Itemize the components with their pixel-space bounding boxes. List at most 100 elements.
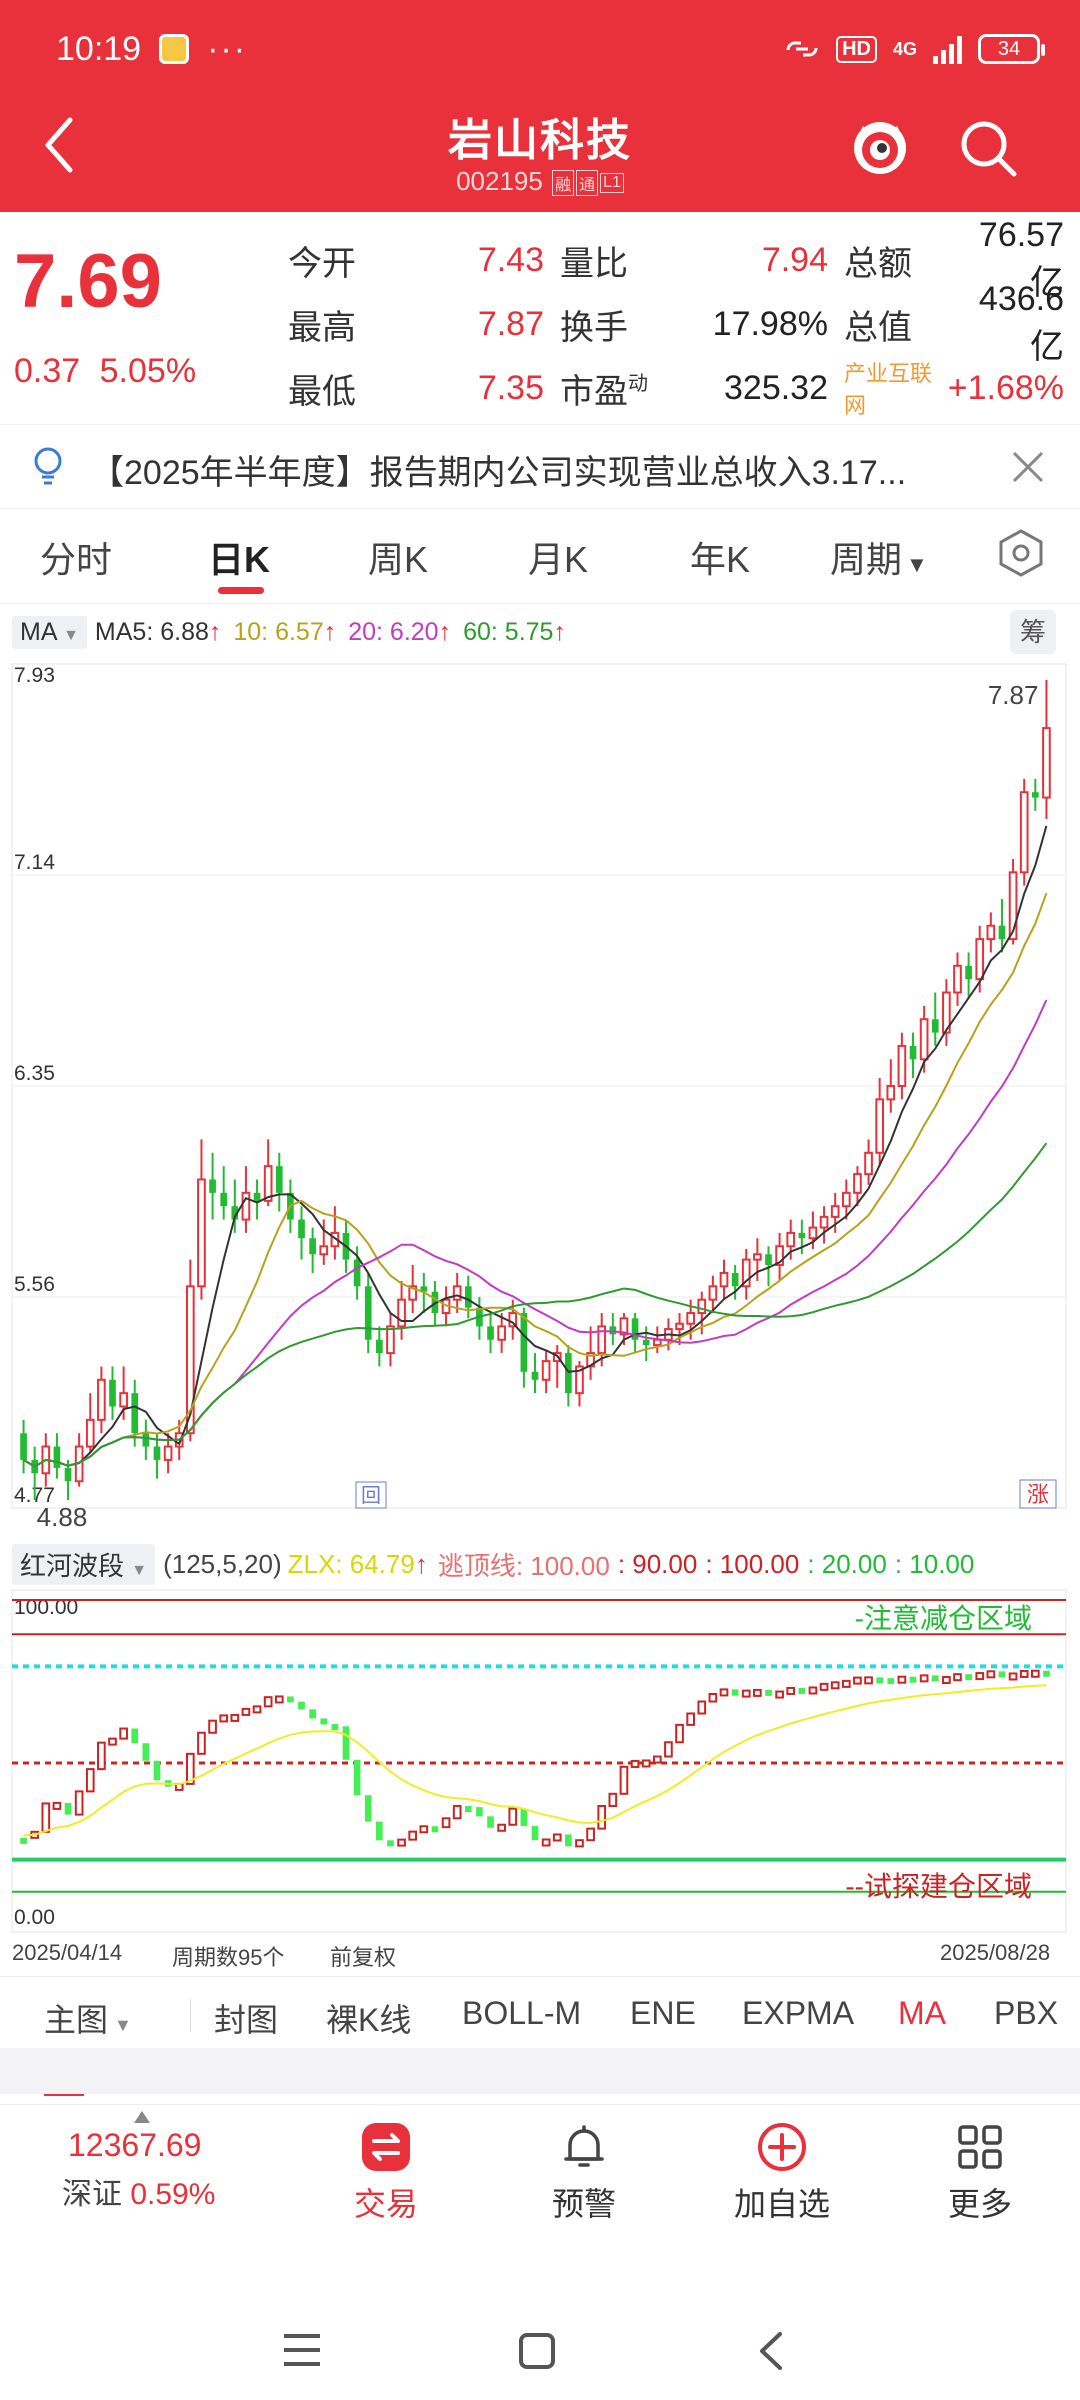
system-navigation-bar: [0, 2290, 1080, 2400]
candle-body-up: [85, 1418, 95, 1448]
osc-bar-up: [853, 1676, 862, 1685]
index-label[interactable]: 深证 0.59%: [62, 2169, 215, 2213]
osc-bar-down: [298, 1701, 305, 1710]
tab-period[interactable]: 周期 ▼: [830, 531, 928, 583]
tag-rong: 融: [552, 170, 575, 197]
osc-bar-up: [741, 1689, 751, 1698]
back-nav-icon[interactable]: [756, 2330, 786, 2372]
search-button[interactable]: [956, 116, 1020, 180]
settings-hexagon-icon[interactable]: [996, 528, 1046, 578]
chevron-down-icon: ▼: [63, 626, 79, 644]
hidden-news-tabs: [0, 2094, 1080, 2104]
chip-distribution-button[interactable]: 筹: [1010, 610, 1056, 654]
indicator-params: (125,5,20): [163, 1548, 282, 1579]
indicator-selector[interactable]: 红河波段 ▼: [12, 1543, 156, 1585]
nav-add-watchlist[interactable]: 加自选: [712, 2117, 852, 2225]
indicator-escape-line: 逃顶线: 100.00: [437, 1550, 610, 1581]
osc-bar-up: [52, 1801, 62, 1810]
nav-alert[interactable]: 预警: [514, 2117, 654, 2225]
add-circle-icon: [758, 2123, 806, 2171]
bottom-toolbar: 12367.69 深证 0.59% 交易 预警 加自选 更多: [0, 2104, 1080, 2230]
candle-body-down: [309, 1238, 316, 1255]
sector-change[interactable]: +1.68%: [947, 368, 1064, 407]
itab-boll-m[interactable]: BOLL-M: [462, 1995, 582, 2031]
value-high: 7.87: [477, 304, 544, 343]
osc-bar-down: [331, 1724, 339, 1731]
osc-bar-up: [241, 1707, 251, 1716]
divider: [190, 1999, 191, 2031]
tab-weekly[interactable]: 周K: [368, 539, 429, 580]
osc-bar-up: [552, 1833, 562, 1842]
itab-ene[interactable]: ENE: [630, 1995, 696, 2031]
candle-body-up: [808, 1226, 818, 1240]
kline-chart[interactable]: 7.937.146.355.564.777.874.88回 涨100.000.00…: [0, 654, 1080, 1944]
ma5-value: MA5: 6.88↑: [95, 618, 221, 647]
osc-bar-up: [942, 1675, 951, 1684]
candle-body-up: [986, 924, 996, 941]
sector-name[interactable]: 产业互联网: [844, 361, 933, 418]
ma-selector[interactable]: MA ▼: [12, 615, 87, 649]
osc-bar-down: [20, 1837, 27, 1844]
y-tick-label: 5.56: [14, 1273, 55, 1296]
index-value[interactable]: 12367.69: [68, 2127, 202, 2163]
candle-body-up: [775, 1245, 784, 1266]
osc-bar-up: [652, 1755, 662, 1764]
itab-main[interactable]: 主图 ▼: [44, 1995, 132, 2041]
candle-body-up: [864, 1151, 873, 1176]
osc-bar-up: [497, 1823, 506, 1832]
announcement-text[interactable]: 【2025年半年度】报告期内公司实现营业总收入3.17...: [90, 454, 907, 492]
y-tick-label: 7.14: [14, 851, 55, 874]
osc-bar-up: [975, 1672, 985, 1681]
back-button[interactable]: [36, 112, 86, 178]
candle-body-up: [119, 1392, 128, 1408]
osc-bar-down: [765, 1689, 772, 1696]
osc-bar-up: [208, 1719, 217, 1734]
osc-bar-up: [841, 1679, 851, 1688]
nav-alert-label: 预警: [551, 2186, 616, 2222]
ma10-text: 10: 6.57: [233, 617, 324, 646]
candle-body-up: [319, 1245, 329, 1256]
home-icon[interactable]: [518, 2332, 556, 2370]
signal-icon: [933, 34, 962, 64]
menu-icon[interactable]: [282, 2332, 322, 2368]
osc-bar-down: [876, 1677, 884, 1684]
candle-body-up: [397, 1298, 406, 1328]
value-turnover-amount: 76.57亿: [978, 216, 1064, 302]
candle-body-down: [998, 925, 1006, 940]
trade-icon: [362, 2123, 410, 2171]
indicator-legend: 红河波段 ▼ (125,5,20) ZLX: 64.79 ↑ 逃顶线: 100.0…: [12, 1543, 974, 1585]
osc-bar-up: [864, 1676, 873, 1685]
tab-monthly[interactable]: 月K: [528, 539, 589, 580]
close-icon[interactable]: [1008, 447, 1048, 487]
osc-bar-up: [1008, 1672, 1018, 1681]
mascot-icon[interactable]: [848, 114, 912, 178]
tab-daily[interactable]: 日K: [208, 539, 270, 580]
candle-body-up: [408, 1285, 418, 1301]
grid-icon: [958, 2125, 1002, 2169]
candle-body-down: [353, 1259, 361, 1287]
chevron-down-icon: ▼: [906, 552, 928, 577]
tab-yearly[interactable]: 年K: [690, 539, 751, 580]
tab-period-label: 周期: [830, 539, 903, 580]
candle-body-up: [541, 1360, 551, 1381]
candle-body-up: [686, 1312, 695, 1325]
candle-body-down: [220, 1192, 228, 1207]
osc-bar-up: [97, 1741, 106, 1771]
nav-trade[interactable]: 交易: [316, 2117, 456, 2225]
nav-more[interactable]: 更多: [910, 2117, 1050, 2225]
itab-ma[interactable]: MA: [898, 1995, 946, 2031]
itab-naked-k[interactable]: 裸K线: [326, 2002, 412, 2038]
candle-body-up: [1042, 727, 1051, 799]
osc-bar-up: [708, 1693, 718, 1703]
index-pct: 0.59%: [130, 2178, 216, 2211]
itab-fengtu[interactable]: 封图: [214, 2002, 279, 2038]
tab-intraday[interactable]: 分时: [40, 539, 113, 580]
candle-body-up: [708, 1285, 718, 1301]
itab-expma[interactable]: EXPMA: [742, 1995, 855, 2031]
indicator-20: : 20.00: [807, 1548, 887, 1579]
announcement-banner[interactable]: 【2025年半年度】报告期内公司实现营业总收入3.17...: [0, 424, 1080, 508]
candle-body-down: [642, 1339, 650, 1346]
candle-body-down: [565, 1353, 572, 1394]
osc-bar-up: [397, 1838, 406, 1847]
itab-pbx[interactable]: PBX: [994, 1995, 1059, 2031]
